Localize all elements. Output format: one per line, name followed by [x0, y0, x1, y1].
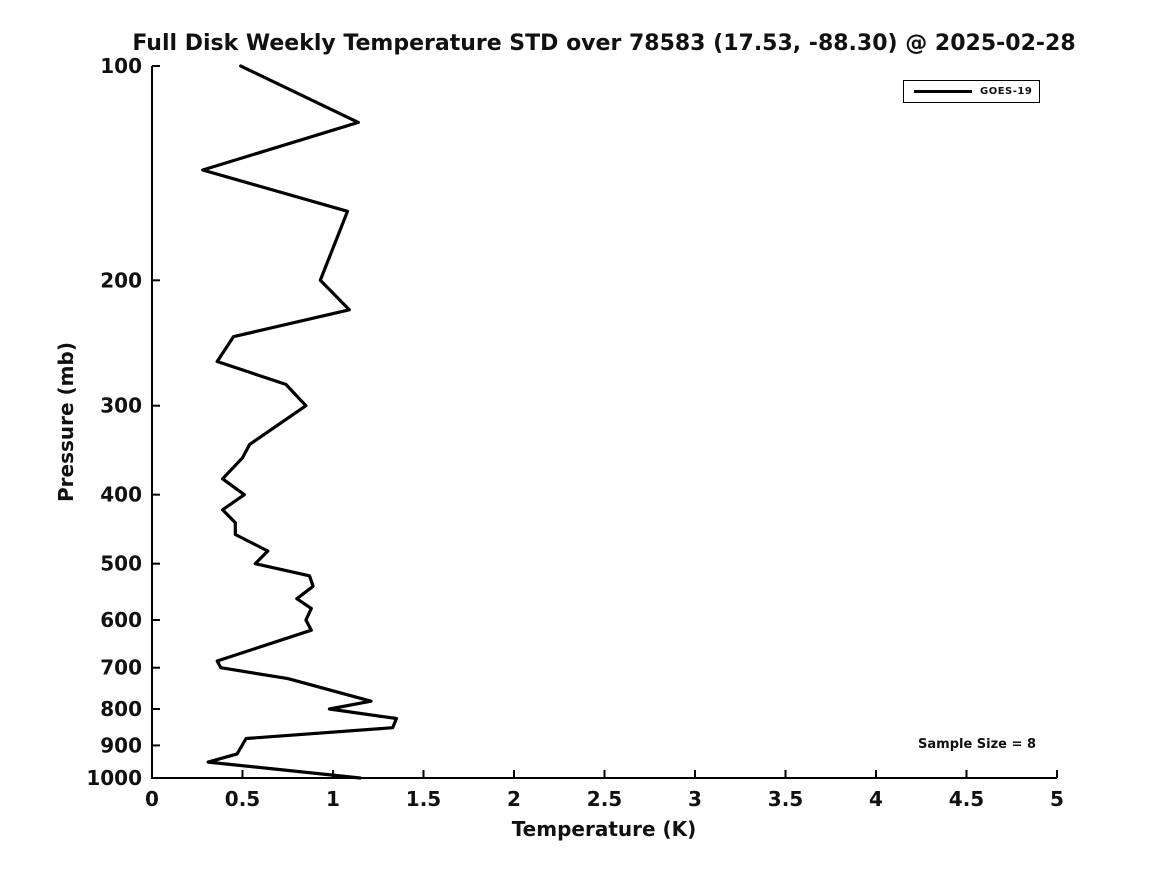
- axis-spines: [151, 66, 1057, 779]
- legend-series-label: GOES-19: [980, 86, 1033, 97]
- x-tick-label: 1: [326, 787, 340, 811]
- x-tick-label: 3.5: [768, 787, 803, 811]
- x-tick-label: 3: [688, 787, 702, 811]
- y-tick-label: 1000: [86, 766, 142, 790]
- y-tick-label: 100: [100, 54, 142, 78]
- x-tick-label: 1.5: [406, 787, 441, 811]
- x-tick-label: 0.5: [225, 787, 260, 811]
- x-axis-label: Temperature (K): [511, 817, 697, 841]
- x-tick-label: 5: [1050, 787, 1064, 811]
- sample-size-annotation: Sample Size = 8: [918, 737, 1036, 752]
- y-tick-label: 500: [100, 552, 142, 576]
- series-line-goes-19: [201, 64, 398, 780]
- x-tick-label: 4.5: [949, 787, 984, 811]
- chart-title: Full Disk Weekly Temperature STD over 78…: [132, 31, 1076, 56]
- x-tick-label: 0: [145, 787, 159, 811]
- x-tick-label: 4: [869, 787, 883, 811]
- y-tick-label: 300: [100, 394, 142, 418]
- y-tick-label: 400: [100, 483, 142, 507]
- legend: GOES-19: [903, 80, 1040, 103]
- y-tick-label: 600: [100, 608, 142, 632]
- x-tick-label: 2: [507, 787, 521, 811]
- legend-line-sample: [914, 90, 972, 93]
- y-tick-label: 700: [100, 656, 142, 680]
- y-tick-label: 900: [100, 733, 142, 757]
- y-tick-label: 800: [100, 697, 142, 721]
- x-tick-label: 2.5: [587, 787, 622, 811]
- y-tick-label: 200: [100, 268, 142, 292]
